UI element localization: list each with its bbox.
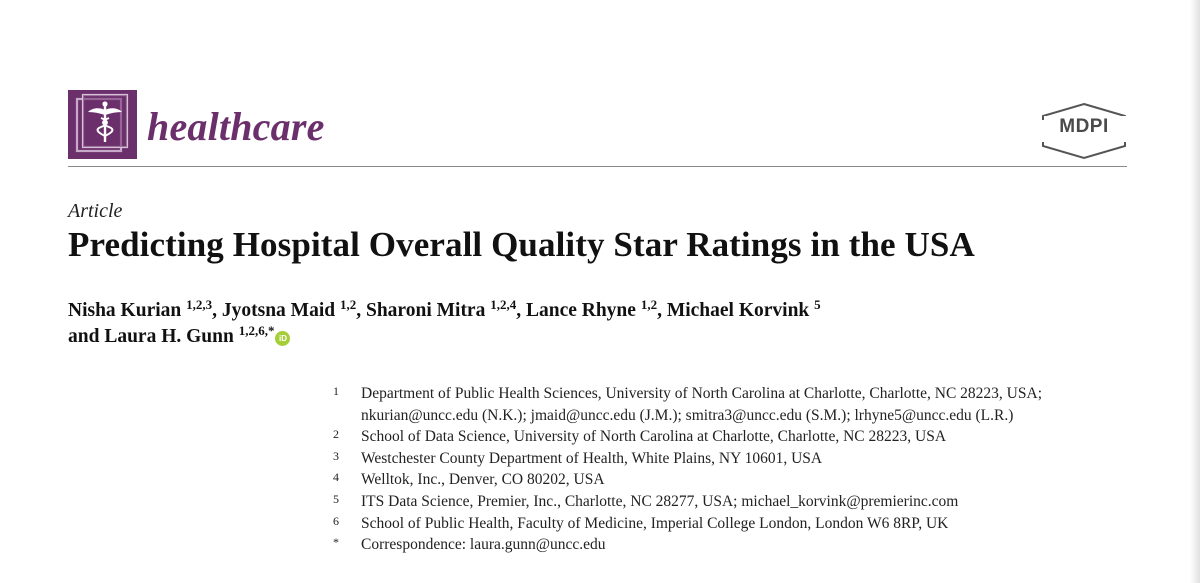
author-affiliation-refs: 1,2 (339, 297, 357, 312)
publisher-logo: MDPI (1039, 102, 1129, 160)
author-line-1: Nisha Kurian 1,2,3, Jyotsna Maid 1,2, Sh… (68, 298, 1068, 324)
affiliation-text: School of Public Health, Faculty of Medi… (361, 514, 949, 532)
journal-logo (68, 90, 137, 159)
affiliation-text: ITS Data Science, Premier, Inc., Charlot… (361, 492, 959, 510)
author-affiliation-refs: 1,2 (640, 297, 658, 312)
orcid-icon[interactable]: iD (275, 331, 291, 346)
affiliation-text: Department of Public Health Sciences, Un… (361, 385, 1043, 402)
affiliation-number: 4 (333, 470, 339, 485)
affiliation-text: School of Data Science, University of No… (361, 428, 947, 446)
affiliation-number: * (333, 535, 339, 550)
author-separator: , (516, 300, 522, 321)
header-rule (68, 166, 1127, 167)
affiliation-text: Welltok, Inc., Denver, CO 80202, USA (361, 471, 605, 489)
affiliation-number: 1 (333, 384, 339, 398)
affiliation-list: 1 Department of Public Health Sciences, … (333, 383, 1153, 556)
author-name: Laura H. Gunn (104, 326, 234, 347)
author-name: Michael Korvink (666, 300, 810, 321)
affiliation-item: 1 Department of Public Health Sciences, … (333, 383, 1153, 426)
author-separator: , (212, 300, 217, 321)
correspondence-text: Correspondence: laura.gunn@uncc.edu (361, 536, 606, 554)
affiliation-item: 6 School of Public Health, Faculty of Me… (333, 513, 1153, 535)
publisher-name: MDPI (1059, 116, 1109, 137)
article-title: Predicting Hospital Overall Quality Star… (68, 225, 975, 264)
affiliation-item: 3 Westchester County Department of Healt… (333, 448, 1153, 470)
affiliation-text: Westchester County Department of Health,… (361, 449, 823, 467)
journal-name: healthcare (147, 104, 325, 149)
hexagon-icon (1041, 102, 1127, 160)
affiliation-number: 6 (333, 513, 339, 528)
affiliation-item: 4 Welltok, Inc., Denver, CO 80202, USA (333, 469, 1153, 491)
author-affiliation-refs: 1,2,3 (186, 297, 213, 312)
affiliation-item: * Correspondence: laura.gunn@uncc.edu (333, 534, 1153, 556)
author-prefix: and (68, 326, 100, 347)
affiliation-item: 5 ITS Data Science, Premier, Inc., Charl… (333, 491, 1153, 513)
author-affiliation-refs: 1,2,6,* (238, 323, 275, 338)
author-name: Jyotsna Maid (221, 300, 336, 321)
affiliation-number: 3 (333, 448, 339, 463)
author-separator: , (356, 300, 362, 321)
affiliation-emails: nkurian@uncc.edu (N.K.); jmaid@uncc.edu … (361, 406, 1014, 424)
author-name: Sharoni Mitra (365, 300, 486, 321)
affiliation-number: 2 (333, 427, 339, 442)
author-name: Lance Rhyne (525, 300, 636, 321)
article-type: Article (68, 200, 123, 222)
affiliation-item: 2 School of Data Science, University of … (333, 426, 1153, 448)
page-edge-shade (1190, 0, 1200, 583)
author-line-2: and Laura H. Gunn 1,2,6,*iD (68, 324, 1068, 350)
author-list: Nisha Kurian 1,2,3, Jyotsna Maid 1,2, Sh… (68, 298, 1068, 350)
author-affiliation-refs: 1,2,4 (490, 297, 517, 312)
author-separator: , (657, 300, 662, 321)
affiliation-number: 5 (333, 491, 339, 506)
author-affiliation-refs: 5 (814, 297, 821, 312)
caduceus-icon (68, 90, 137, 159)
author-name: Nisha Kurian (68, 300, 182, 321)
